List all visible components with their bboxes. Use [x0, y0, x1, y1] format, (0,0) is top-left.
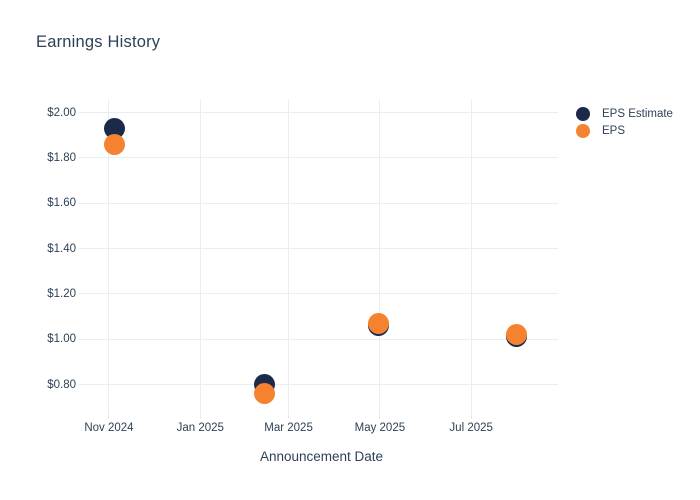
x-tick-label: May 2025 [354, 422, 406, 434]
legend-item-eps[interactable]: EPS [576, 122, 673, 139]
x-tick-mark [199, 414, 201, 419]
y-gridline [85, 338, 558, 340]
eps-estimate-marker-icon [576, 106, 590, 121]
x-tick-mark [379, 414, 381, 419]
x-axis-title: Announcement Date [259, 449, 384, 464]
eps-marker-icon [576, 123, 590, 138]
y-tick-mark [79, 293, 84, 295]
y-tick-label: $1.80 [47, 151, 76, 164]
y-tick-mark [79, 248, 84, 250]
legend-label-eps-estimate: EPS Estimate [602, 107, 673, 120]
x-tick-label: Nov 2024 [84, 422, 134, 434]
x-gridline [470, 99, 472, 414]
data-point-eps[interactable] [254, 383, 276, 405]
x-gridline [379, 99, 381, 414]
y-gridline [85, 112, 558, 114]
x-tick-label: Jul 2025 [449, 422, 493, 434]
y-tick-mark [79, 202, 84, 204]
y-gridline [85, 384, 558, 386]
y-tick-label: $1.20 [47, 287, 76, 300]
data-point-eps[interactable] [505, 324, 527, 346]
x-tick-label: Mar 2025 [264, 422, 313, 434]
y-tick-label: $1.00 [47, 333, 76, 346]
y-tick-mark [79, 157, 84, 159]
y-gridline [85, 248, 558, 250]
y-tick-mark [79, 338, 84, 340]
y-tick-mark [79, 384, 84, 386]
legend-item-eps-estimate[interactable]: EPS Estimate [576, 105, 673, 122]
x-gridline [199, 99, 201, 414]
data-point-eps[interactable] [367, 312, 389, 334]
y-tick-mark [79, 112, 84, 114]
data-point-eps-estimate[interactable] [104, 117, 126, 139]
y-gridline [85, 202, 558, 204]
y-tick-label: $0.80 [47, 378, 76, 391]
chart-title: Earnings History [36, 33, 161, 51]
y-tick-label: $1.60 [47, 197, 76, 210]
legend: EPS Estimate EPS [576, 105, 673, 139]
x-tick-label: Jan 2025 [176, 422, 224, 434]
x-tick-mark [470, 414, 472, 419]
x-tick-mark [108, 414, 110, 419]
y-tick-label: $1.40 [47, 242, 76, 255]
y-gridline [85, 293, 558, 295]
legend-label-eps: EPS [602, 124, 626, 137]
x-gridline [108, 99, 110, 414]
x-tick-mark [288, 414, 290, 419]
x-gridline [288, 99, 290, 414]
data-point-eps[interactable] [104, 133, 126, 155]
y-gridline [85, 157, 558, 159]
y-tick-label: $2.00 [47, 106, 76, 119]
